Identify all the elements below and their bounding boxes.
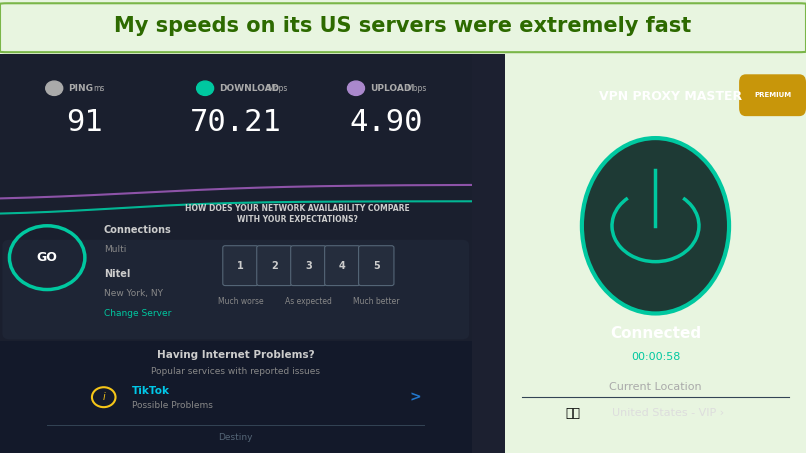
FancyBboxPatch shape xyxy=(0,246,472,453)
Text: Destiny: Destiny xyxy=(218,433,253,442)
Circle shape xyxy=(347,81,364,96)
Text: 70.21: 70.21 xyxy=(190,108,281,137)
Text: Mbps: Mbps xyxy=(406,84,427,93)
Text: PING: PING xyxy=(69,84,93,93)
Text: Connected: Connected xyxy=(610,326,701,341)
Text: HOW DOES YOUR NETWORK AVAILABILITY COMPARE
WITH YOUR EXPECTATIONS?: HOW DOES YOUR NETWORK AVAILABILITY COMPA… xyxy=(185,204,409,223)
FancyBboxPatch shape xyxy=(0,3,806,52)
Text: Much worse: Much worse xyxy=(218,297,264,306)
FancyBboxPatch shape xyxy=(739,74,806,116)
Circle shape xyxy=(46,81,63,96)
Text: 4.90: 4.90 xyxy=(350,108,423,137)
FancyBboxPatch shape xyxy=(222,246,258,285)
Text: 00:00:58: 00:00:58 xyxy=(631,352,680,362)
Text: 🇺🇸: 🇺🇸 xyxy=(565,407,580,419)
Text: DOWNLOAD: DOWNLOAD xyxy=(219,84,280,93)
Text: Mbps: Mbps xyxy=(267,84,287,93)
Text: VPN PROXY MASTER: VPN PROXY MASTER xyxy=(599,90,742,103)
Text: >: > xyxy=(409,390,421,404)
Text: TikTok: TikTok xyxy=(132,386,170,396)
Text: 1: 1 xyxy=(237,260,244,270)
Text: UPLOAD: UPLOAD xyxy=(370,84,412,93)
Text: Popular services with reported issues: Popular services with reported issues xyxy=(152,367,320,376)
Text: ms: ms xyxy=(93,84,105,93)
FancyBboxPatch shape xyxy=(0,54,472,246)
FancyBboxPatch shape xyxy=(2,240,469,339)
Text: United States - VIP ›: United States - VIP › xyxy=(612,408,724,418)
Text: Change Server: Change Server xyxy=(104,309,171,318)
Text: 2: 2 xyxy=(271,260,278,270)
Text: Possible Problems: Possible Problems xyxy=(132,400,213,410)
Text: My speeds on its US servers were extremely fast: My speeds on its US servers were extreme… xyxy=(114,16,692,36)
Text: Nitel: Nitel xyxy=(104,269,130,279)
Text: New York, NY: New York, NY xyxy=(104,289,163,298)
Text: Much better: Much better xyxy=(353,297,400,306)
FancyBboxPatch shape xyxy=(0,342,472,453)
FancyBboxPatch shape xyxy=(472,54,505,453)
Text: 91: 91 xyxy=(67,108,103,137)
Text: Having Internet Problems?: Having Internet Problems? xyxy=(157,350,314,360)
Circle shape xyxy=(582,138,729,313)
Circle shape xyxy=(197,81,214,96)
Text: Connections: Connections xyxy=(104,225,172,235)
Text: 4: 4 xyxy=(339,260,346,270)
FancyBboxPatch shape xyxy=(257,246,292,285)
Text: 3: 3 xyxy=(305,260,312,270)
Text: As expected: As expected xyxy=(285,297,332,306)
Text: GO: GO xyxy=(37,251,57,264)
FancyBboxPatch shape xyxy=(359,246,394,285)
Text: PREMIUM: PREMIUM xyxy=(754,92,791,98)
Text: 5: 5 xyxy=(373,260,380,270)
FancyBboxPatch shape xyxy=(325,246,360,285)
Text: Multi: Multi xyxy=(104,245,126,254)
Text: Current Location: Current Location xyxy=(609,382,702,392)
FancyBboxPatch shape xyxy=(291,246,326,285)
Text: i: i xyxy=(102,392,105,402)
